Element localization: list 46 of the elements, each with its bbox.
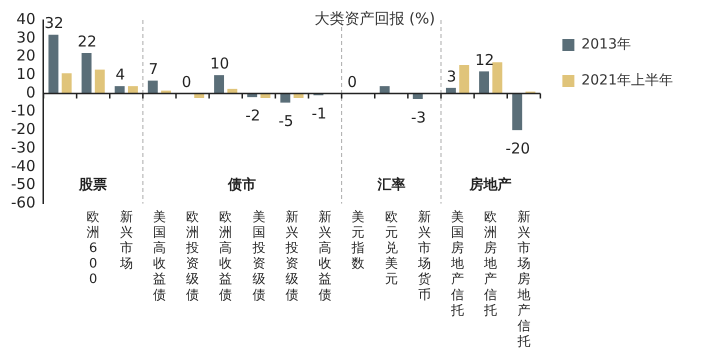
annotation: 债市	[227, 176, 256, 193]
data-label: -3	[410, 108, 426, 126]
data-label: 32	[44, 14, 64, 32]
annotation: 房地产	[468, 176, 512, 193]
y-tick-label: 10	[16, 64, 36, 83]
x-tick-label: 新兴投资级债	[284, 210, 298, 303]
y-tick-label: -40	[11, 156, 36, 175]
y-tick-label: -30	[11, 138, 36, 156]
x-tick-label: 美国投资级债	[251, 208, 266, 303]
x-tick-label: 新兴市场货币	[416, 210, 431, 303]
data-label: 0	[347, 72, 357, 91]
data-label: 0	[182, 72, 192, 91]
data-label: 22	[78, 32, 97, 50]
data-label: -1	[312, 104, 327, 123]
legend-label: 2021年上半年	[581, 72, 674, 89]
y-tick-label: 40	[16, 10, 36, 28]
x-tick-label: 欧洲投资级债	[185, 210, 200, 303]
x-tick-label: 美国高收益债	[152, 208, 166, 303]
y-tick-label: -10	[11, 102, 36, 120]
x-tick-label: 欧洲高收益债	[219, 210, 232, 303]
data-label: 12	[475, 50, 494, 69]
x-tick-label: 欧洲 600	[86, 210, 100, 288]
x-tick-label: 新兴市场	[118, 210, 133, 272]
y-tick-label: 20	[16, 46, 36, 65]
data-label: 4	[116, 65, 126, 84]
x-tick-label: 新兴高收益债	[318, 210, 332, 303]
data-label: 7	[148, 60, 158, 78]
x-tick-label: 美国房地产信托	[450, 208, 464, 318]
chart-title: 大类资产回报 (%)	[314, 9, 436, 28]
annotation: 股票	[78, 176, 108, 193]
y-tick-label: 0	[26, 83, 36, 102]
annotation: 汇率	[376, 176, 406, 193]
data-label: 10	[210, 54, 230, 72]
legend-label: 2013年	[581, 36, 632, 53]
y-tick-label: -60	[11, 193, 36, 212]
data-label: 3	[446, 67, 456, 86]
y-tick-label: -20	[11, 120, 36, 138]
y-tick-label: 30	[16, 28, 36, 46]
x-tick-label: 美元指数	[350, 208, 365, 272]
data-label: -2	[245, 106, 260, 125]
y-tick-label: -50	[11, 175, 36, 194]
x-tick-label: 欧洲房地产信托	[483, 210, 498, 318]
category-label: 新兴市场房地产信托	[517, 210, 530, 350]
x-tick-label: 欧元兑美元	[384, 210, 398, 288]
data-label: -5	[278, 112, 294, 130]
data-label: -20	[506, 140, 530, 158]
